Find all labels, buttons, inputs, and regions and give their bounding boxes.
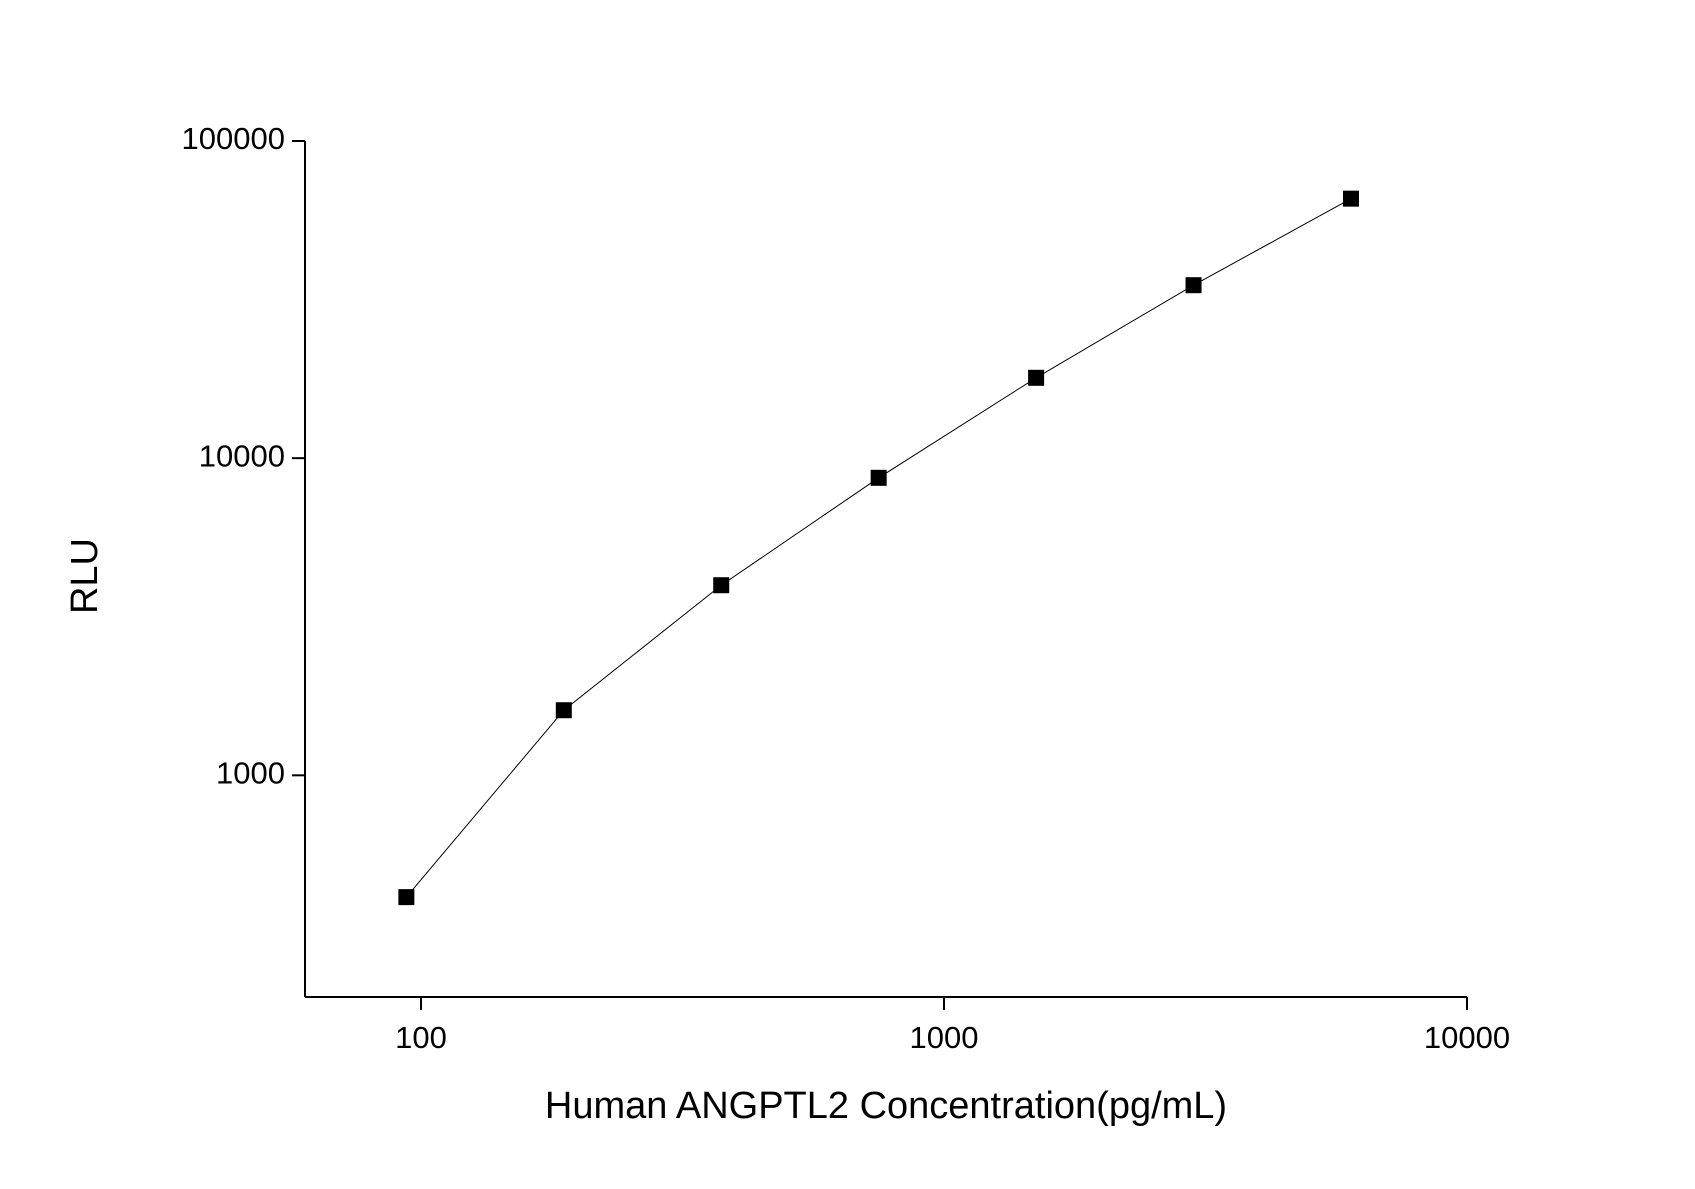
x-tick-label: 10000 [1424,1020,1510,1055]
marker [713,577,730,594]
x-axis-label: Human ANGPTL2 Concentration(pg/mL) [545,1085,1227,1127]
x-tick-label: 1000 [910,1020,979,1055]
marker [398,889,415,906]
marker [555,702,572,719]
marker [1028,369,1045,386]
marker [870,469,887,486]
marker [1185,277,1202,294]
y-axis-label: RLU [64,538,106,614]
y-tick-label: 100000 [182,121,285,156]
x-tick-label: 100 [395,1020,447,1055]
y-tick-label: 10000 [199,438,285,473]
y-tick-label: 1000 [216,756,285,791]
series-line [405,198,1352,898]
marker [1342,190,1359,207]
